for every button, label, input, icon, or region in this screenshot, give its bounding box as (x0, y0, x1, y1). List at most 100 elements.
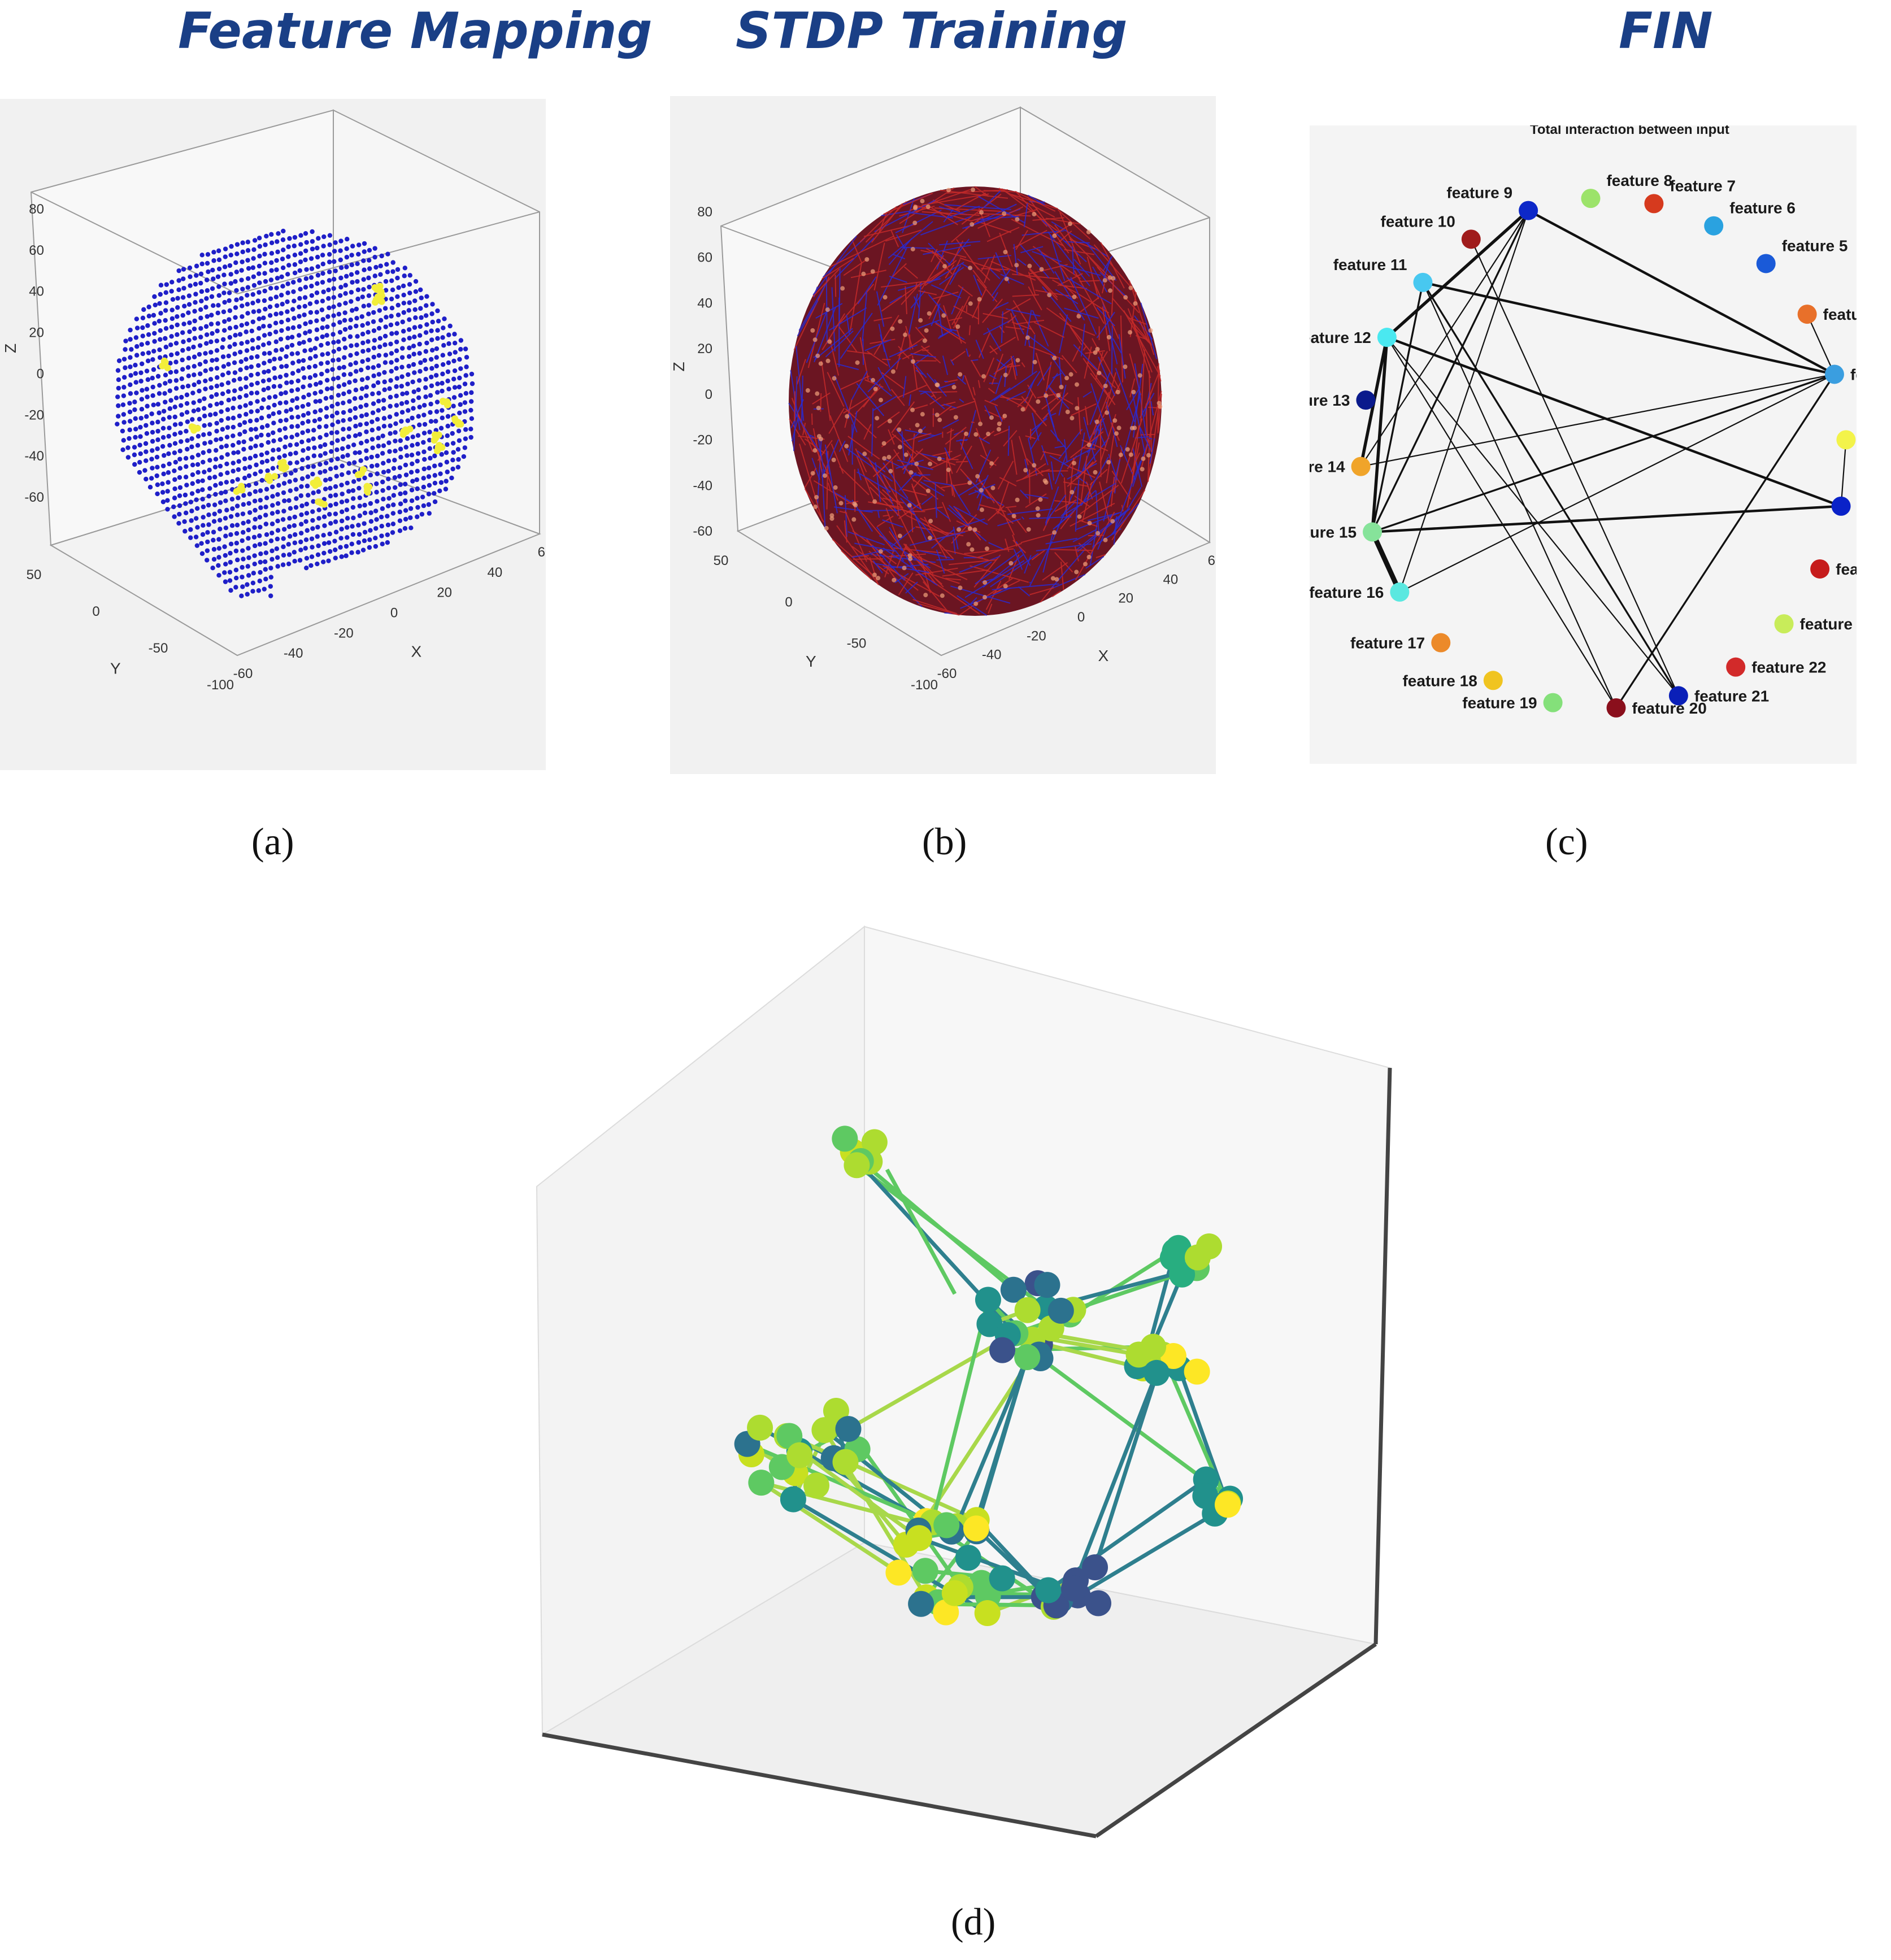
synapse-connection (948, 470, 955, 498)
neuron-point (1106, 334, 1111, 340)
network-node (803, 1472, 830, 1499)
synapse-connection (812, 268, 840, 297)
neuron-point (157, 410, 162, 415)
input-neuron (233, 488, 240, 495)
neuron-point (385, 270, 390, 275)
synapse-connection (1060, 472, 1064, 477)
neuron-point (329, 395, 334, 400)
neuron-point (290, 371, 295, 376)
neuron-point (229, 497, 235, 502)
neuron-point (257, 316, 262, 321)
synapse-connection (851, 371, 868, 401)
x-tick-label: -40 (982, 647, 1002, 663)
neuron-point (288, 442, 293, 448)
neuron-point (190, 472, 195, 477)
neuron-point (241, 446, 246, 452)
neuron-point (132, 462, 137, 467)
neuron-point (240, 259, 245, 264)
neuron-point (409, 453, 415, 458)
neuron-point (359, 414, 364, 419)
neuron-point (356, 251, 361, 257)
synapse-connection (977, 206, 1024, 229)
synapse-connection (820, 393, 822, 412)
synapse-connection (877, 367, 891, 392)
neuron-point (398, 438, 403, 444)
synapse-connection (931, 450, 953, 457)
neuron-point (216, 257, 222, 263)
synapse-connection (936, 559, 954, 561)
neuron-point (411, 389, 416, 394)
neuron-point (213, 483, 218, 488)
neuron-point (358, 396, 364, 401)
neuron-point (262, 333, 267, 338)
neuron-point (405, 418, 410, 423)
neuron-point (133, 416, 138, 421)
neuron-point (233, 575, 239, 581)
neuron-point (213, 457, 219, 462)
neuron-point (383, 353, 389, 358)
synapse-connection (1001, 188, 1060, 233)
network-node (1144, 1359, 1170, 1386)
x-tick-label: -60 (233, 666, 253, 681)
neuron-point (307, 356, 313, 361)
input-neuron (280, 465, 288, 472)
neuron-point (286, 552, 292, 557)
synapse-connection (1150, 401, 1154, 416)
neuron-point (358, 458, 363, 463)
network-node (832, 1125, 858, 1152)
neuron-point (238, 359, 244, 364)
neuron-point (375, 380, 381, 385)
neuron-point (240, 240, 245, 245)
neuron-point (225, 416, 231, 421)
neuron-point (417, 351, 422, 356)
neuron-point (273, 348, 279, 353)
fin-node (1824, 364, 1844, 384)
neuron-point (222, 319, 227, 324)
synapse-connection (1050, 549, 1093, 551)
fin-title: FIN (1619, 2, 1713, 60)
network-node (1014, 1297, 1041, 1323)
neuron-point (411, 362, 416, 367)
synapse-connection (834, 275, 837, 297)
network-edge (1073, 1372, 1159, 1581)
neuron-point (410, 479, 415, 484)
synapse-connection (1077, 432, 1085, 473)
synapse-connection (900, 246, 934, 249)
neuron-point (214, 338, 220, 344)
neuron-point (133, 371, 138, 376)
synapse-connection (949, 401, 975, 411)
synapse-connection (977, 279, 998, 303)
synapse-connection (979, 437, 990, 445)
neuron-point (392, 485, 398, 490)
neuron-point (234, 541, 240, 546)
neuron-point (321, 289, 326, 294)
neuron-point (410, 415, 415, 421)
neuron-point (318, 398, 323, 404)
neuron-point (815, 391, 820, 396)
neuron-point (215, 321, 220, 326)
neuron-point (192, 308, 197, 314)
synapse-connection (1021, 362, 1025, 368)
synapse-connection (889, 275, 907, 283)
neuron-point (315, 552, 321, 558)
neuron-point (354, 342, 359, 347)
neuron-point (371, 373, 376, 379)
neuron-point (381, 443, 386, 449)
synapse-connection (1012, 229, 1047, 249)
neuron-point (307, 375, 313, 380)
neuron-point (882, 456, 887, 461)
neuron-point (411, 398, 416, 403)
neuron-point (399, 410, 405, 415)
neuron-point (328, 485, 333, 491)
neuron-point (152, 294, 157, 299)
neuron-point (180, 312, 185, 318)
neuron-point (278, 418, 283, 424)
neuron-point (133, 363, 138, 368)
neuron-point (890, 326, 895, 331)
synapse-connection (883, 474, 907, 516)
neuron-point (245, 285, 251, 290)
x-tick-label: 20 (437, 585, 452, 601)
network-node (1160, 1342, 1186, 1369)
synapse-connection (1132, 323, 1151, 379)
